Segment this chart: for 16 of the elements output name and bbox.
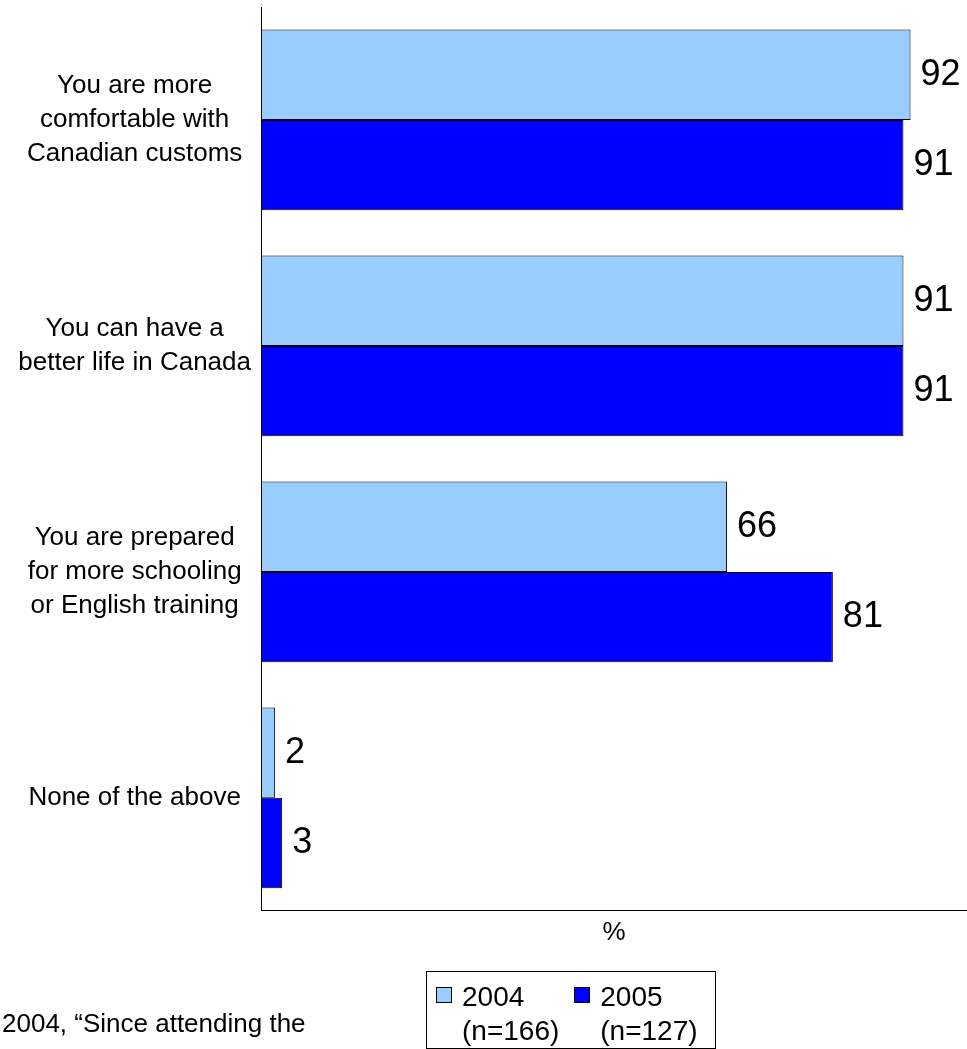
legend-label: 2004 (n=166) xyxy=(462,980,560,1048)
data-label: 91 xyxy=(913,142,954,184)
data-label: 92 xyxy=(920,51,961,93)
data-label: 91 xyxy=(913,277,954,319)
data-label: 2 xyxy=(285,729,306,771)
y-tick-label: You are prepared for more schooling or English training xyxy=(27,521,242,619)
data-label: 91 xyxy=(913,368,954,410)
data-label: 81 xyxy=(842,593,883,635)
data-label: 66 xyxy=(736,503,778,545)
text: 2004, “Since attending the xyxy=(2,1008,306,1038)
x-axis-title: % xyxy=(602,915,626,946)
y-tick-label: You are more comfortable with Canadian customs xyxy=(26,69,243,167)
y-tick-label: None of the above xyxy=(28,781,241,811)
data-label: 3 xyxy=(292,819,313,861)
legend-label: 2005 (n=127) xyxy=(600,980,698,1048)
y-tick-label: You can have a better life in Canada xyxy=(18,312,252,376)
